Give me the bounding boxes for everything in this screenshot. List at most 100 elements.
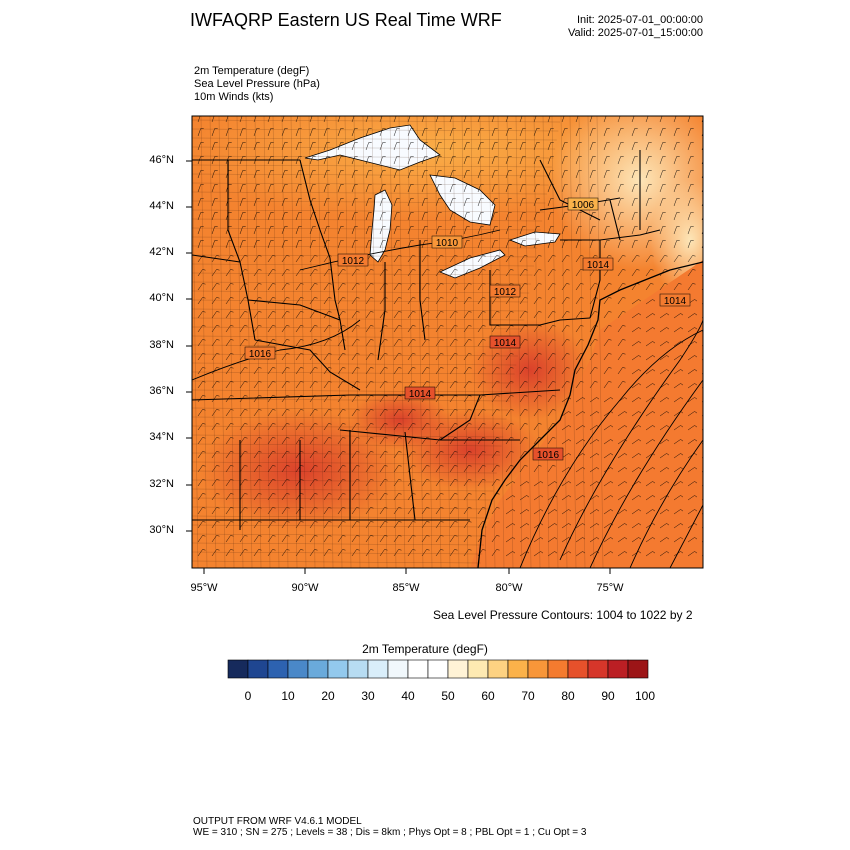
county-line <box>192 497 492 501</box>
wind-barb <box>351 269 360 277</box>
wind-barb <box>421 493 430 501</box>
wind-barb <box>197 535 206 543</box>
plot-title: IWFAQRP Eastern US Real Time WRF <box>190 10 502 30</box>
wind-barb <box>407 423 416 431</box>
county-line <box>569 116 577 568</box>
wind-barb <box>267 198 274 207</box>
wind-barb <box>239 367 248 375</box>
wind-barb <box>379 325 388 333</box>
wind-barb <box>407 521 416 529</box>
wind-barb <box>407 212 414 221</box>
wind-barb <box>449 198 456 207</box>
pressure-label: 1012 <box>337 253 369 267</box>
wind-barb <box>337 535 346 543</box>
wind-barb <box>309 339 318 347</box>
wind-barb <box>197 507 206 515</box>
wind-barb <box>295 423 304 431</box>
wind-barb <box>617 367 626 375</box>
wind-barb <box>589 116 593 123</box>
wind-barb <box>631 411 642 417</box>
wind-barb <box>239 142 246 151</box>
wind-barb <box>631 425 642 431</box>
wind-barb <box>687 509 698 515</box>
colorbar-tick: 70 <box>521 689 535 703</box>
wind-barb <box>463 297 472 305</box>
wind-barb <box>323 353 332 361</box>
wind-barb <box>393 465 402 473</box>
wind-barb <box>561 128 568 137</box>
county-line <box>587 116 595 568</box>
lon-label: 90°W <box>291 582 319 594</box>
wind-barb <box>281 297 290 305</box>
wind-barb <box>589 297 598 305</box>
wind-barb <box>225 198 232 207</box>
wind-barb <box>561 142 568 151</box>
wind-barb <box>449 493 458 501</box>
wind-barb <box>659 411 670 417</box>
field-label-winds: 10m Winds (kts) <box>194 91 274 103</box>
wind-barb <box>421 521 430 529</box>
wind-barb <box>645 509 656 515</box>
wind-barb <box>491 116 495 123</box>
wind-barb <box>477 156 484 165</box>
wind-barb <box>323 549 332 557</box>
wind-barb <box>687 212 694 221</box>
county-line <box>290 116 298 568</box>
wind-barb <box>533 339 542 347</box>
atlantic-coastline <box>477 261 703 568</box>
wind-barb <box>365 521 374 529</box>
wind-barb <box>589 128 596 137</box>
wind-barb <box>351 535 360 543</box>
wind-barb <box>575 283 584 291</box>
wind-barb <box>505 523 516 529</box>
wind-barb <box>673 481 684 487</box>
wind-barb <box>393 283 402 291</box>
wind-barb <box>477 226 484 235</box>
wind-barb <box>267 269 276 277</box>
svg-text:1012: 1012 <box>494 287 517 298</box>
county-line <box>192 452 501 456</box>
wind-barb <box>659 156 666 165</box>
wind-barb <box>281 226 288 235</box>
wind-barb <box>659 142 666 151</box>
wind-barb <box>659 255 668 263</box>
wind-barb <box>477 381 486 389</box>
wind-barb <box>197 479 206 487</box>
colorbar-swatch <box>547 659 569 679</box>
county-line <box>317 116 325 568</box>
wind-barb <box>645 226 652 235</box>
lon-label: 80°W <box>495 582 523 594</box>
pressure-label: 1006 <box>567 197 599 211</box>
wind-barb <box>365 353 374 361</box>
wind-barb <box>561 269 570 277</box>
wind-barb <box>519 523 530 529</box>
wind-barb <box>547 437 556 445</box>
wind-barb <box>337 339 346 347</box>
wind-barb <box>673 184 680 193</box>
wind-barb <box>603 453 614 459</box>
wind-barb <box>505 128 512 137</box>
county-line <box>192 515 489 519</box>
wind-barb <box>603 198 610 207</box>
svg-text:1010: 1010 <box>436 238 459 249</box>
lat-label: 34°N <box>149 431 174 443</box>
wind-barb <box>673 453 684 459</box>
wind-barb <box>197 339 206 347</box>
wind-barb <box>463 283 472 291</box>
wind-barb <box>393 198 400 207</box>
wind-barb <box>211 423 220 431</box>
wind-barb <box>617 495 628 501</box>
wind-barb <box>365 283 374 291</box>
wind-barb <box>323 325 332 333</box>
county-line <box>192 479 496 483</box>
contour-note: Sea Level Pressure Contours: 1004 to 102… <box>433 608 693 622</box>
wind-barb <box>435 339 444 347</box>
wind-barb <box>197 451 206 459</box>
wind-barb <box>393 479 402 487</box>
wind-barb <box>547 339 556 347</box>
wind-barb <box>477 269 486 277</box>
wind-barb <box>449 116 453 123</box>
wind-barb <box>393 507 402 515</box>
wind-barb <box>631 116 635 123</box>
wind-barb <box>505 142 512 151</box>
